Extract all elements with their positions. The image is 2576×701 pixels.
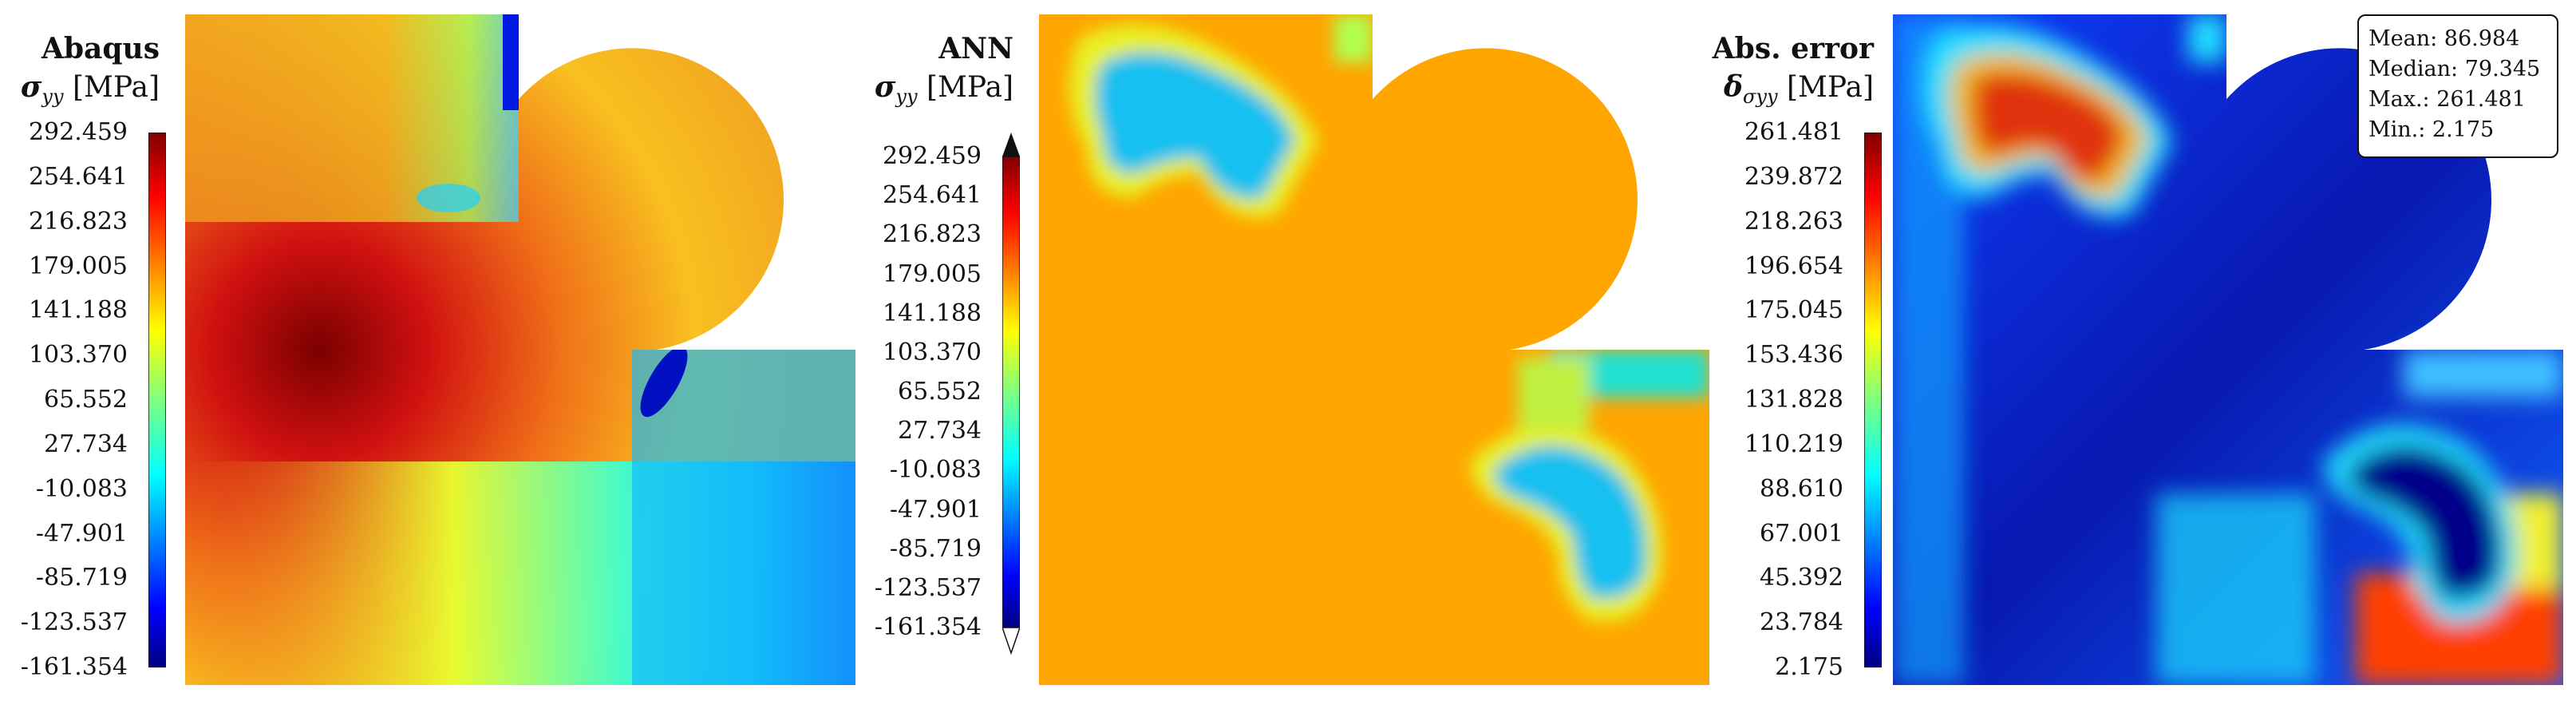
stat-max: Max.: 261.481 xyxy=(2369,87,2526,112)
colorbar-tick-label: 216.823 xyxy=(882,220,982,249)
symbol: σ xyxy=(20,70,42,104)
colorbar-tick-label: 254.641 xyxy=(28,162,128,191)
symbol: σ xyxy=(874,70,896,104)
panel-subtitle: σyy [MPa] xyxy=(21,70,160,108)
colorbar-tick-label: 88.610 xyxy=(1760,474,1843,503)
colorbar-tick-label: 2.175 xyxy=(1775,653,1843,681)
colorbar-tick-label: 153.436 xyxy=(1744,341,1843,370)
colorbar-tick-label: 103.370 xyxy=(882,338,982,366)
panel-abs-error: Abs. error δσyy [MPa] 261.481 239.872 218.… xyxy=(1708,0,2576,701)
subscript: yy xyxy=(895,85,918,109)
colorbar-tick-label: 179.005 xyxy=(882,259,982,288)
symbol: δ xyxy=(1724,70,1744,104)
colorbar-tick-label: 45.392 xyxy=(1760,564,1843,592)
colorbar-tick-label: 103.370 xyxy=(28,341,128,370)
colorbar-tick-label: 131.828 xyxy=(1744,386,1843,414)
colorbar-tick-label: 196.654 xyxy=(1744,251,1843,280)
colorbar-tick-label: -123.537 xyxy=(20,608,128,637)
colorbar-min-arrow xyxy=(1002,627,1020,655)
field-plot xyxy=(185,14,855,685)
colorbar-tick-label: 27.734 xyxy=(44,430,128,458)
colorbar-ticks: 261.481 239.872 218.263 196.654 175.045 153.4… xyxy=(1708,121,1843,679)
colorbar-tick-label: 67.001 xyxy=(1760,519,1843,548)
colorbar-tick-label: 179.005 xyxy=(28,251,128,280)
colorbar-tick-label: 23.784 xyxy=(1760,608,1843,637)
colorbar-tick-label: -123.537 xyxy=(874,573,982,602)
colorbar-tick-label: 216.823 xyxy=(28,207,128,236)
colorbar-tick-label: 65.552 xyxy=(44,386,128,414)
colorbar-tick-label: 292.459 xyxy=(882,142,982,170)
panel-ann: ANN σyy [MPa] 292.459 254.641 216.823 179.0… xyxy=(854,0,1716,701)
colorbar xyxy=(1002,133,1020,655)
panel-subtitle: δσyy [MPa] xyxy=(1724,70,1874,108)
colorbar-tick-label: 110.219 xyxy=(1744,430,1843,458)
colorbar-tick-label: 65.552 xyxy=(898,378,982,406)
field-plot xyxy=(1039,14,1709,685)
colorbar-tick-label: -10.083 xyxy=(889,456,982,485)
panel-title: ANN xyxy=(938,32,1013,65)
colorbar-tick-label: 254.641 xyxy=(882,181,982,210)
colorbar-tick-label: 27.734 xyxy=(898,417,982,446)
unit-label: [MPa] xyxy=(1786,71,1874,104)
colorbar-tick-label: 292.459 xyxy=(28,118,128,146)
subscript: σyy xyxy=(1743,85,1778,109)
stat-min: Min.: 2.175 xyxy=(2369,117,2495,142)
colorbar-tick-label: -47.901 xyxy=(35,519,128,548)
unit-label: [MPa] xyxy=(72,71,160,104)
subscript: yy xyxy=(41,85,64,109)
colorbar-tick-label: 261.481 xyxy=(1744,118,1843,146)
colorbar-ticks: 292.459 254.641 216.823 179.005 141.188 103.3… xyxy=(854,145,982,640)
panel-abaqus: Abaqus σyy [MPa] 292.459 254.641 216.823 17… xyxy=(0,0,862,701)
colorbar-ticks: 292.459 254.641 216.823 179.005 141.188 103.3… xyxy=(0,121,128,679)
colorbar-max-arrow xyxy=(1002,133,1020,156)
colorbar-tick-label: -161.354 xyxy=(20,653,128,681)
colorbar-tick-label: 141.188 xyxy=(882,299,982,327)
unit-label: [MPa] xyxy=(926,71,1013,104)
panel-title: Abs. error xyxy=(1712,32,1874,65)
colorbar-tick-label: -85.719 xyxy=(35,564,128,592)
colorbar-tick-label: 175.045 xyxy=(1744,296,1843,325)
colorbar xyxy=(1864,133,1882,667)
colorbar-tick-label: -85.719 xyxy=(889,534,982,563)
panel-subtitle: σyy [MPa] xyxy=(875,70,1013,108)
stat-median: Median: 79.345 xyxy=(2369,57,2541,81)
stat-mean: Mean: 86.984 xyxy=(2369,26,2520,51)
colorbar-tick-label: 239.872 xyxy=(1744,162,1843,191)
colorbar-tick-label: -161.354 xyxy=(874,613,982,641)
colorbar-tick-label: 141.188 xyxy=(28,296,128,325)
colorbar-tick-label: -47.901 xyxy=(889,495,982,524)
stats-box: Mean: 86.984 Median: 79.345 Max.: 261.48… xyxy=(2357,14,2558,158)
colorbar xyxy=(148,133,166,667)
panel-title: Abaqus xyxy=(41,32,160,65)
colorbar-tick-label: -10.083 xyxy=(35,474,128,503)
colorbar-tick-label: 218.263 xyxy=(1744,207,1843,236)
